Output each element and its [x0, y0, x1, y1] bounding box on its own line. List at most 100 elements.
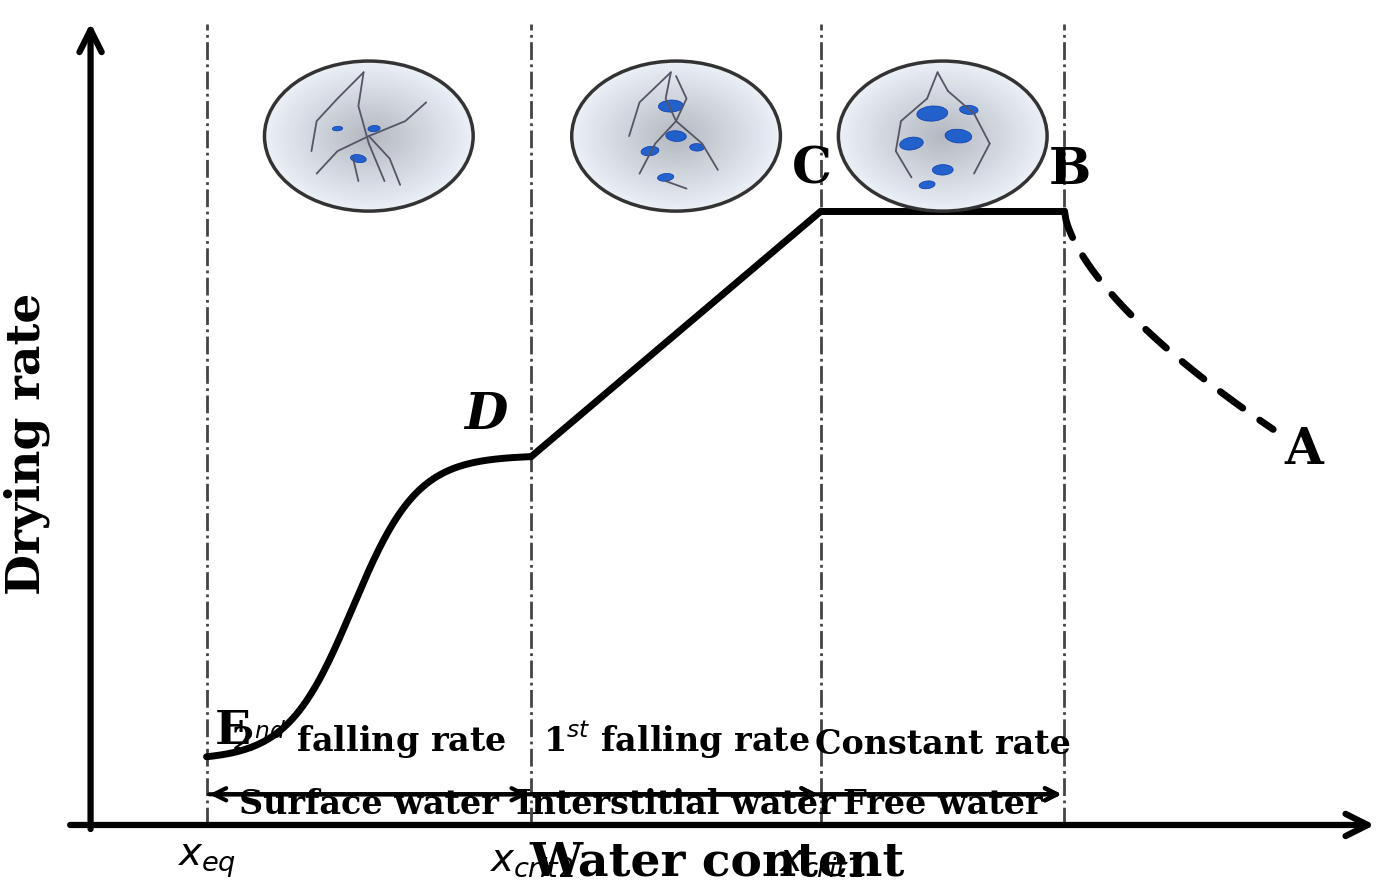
Ellipse shape — [275, 69, 462, 204]
Ellipse shape — [596, 79, 757, 194]
Ellipse shape — [350, 155, 366, 163]
Text: 2$^{nd}$ falling rate: 2$^{nd}$ falling rate — [232, 718, 507, 760]
Ellipse shape — [369, 125, 380, 132]
Ellipse shape — [345, 119, 394, 154]
Ellipse shape — [310, 94, 429, 179]
Ellipse shape — [863, 79, 1023, 194]
Ellipse shape — [879, 91, 1005, 182]
Ellipse shape — [842, 64, 1044, 209]
Text: B: B — [1050, 145, 1092, 194]
Ellipse shape — [641, 147, 659, 156]
Ellipse shape — [289, 79, 448, 194]
Ellipse shape — [662, 126, 690, 146]
Ellipse shape — [572, 62, 780, 211]
Text: Interstitial water: Interstitial water — [517, 788, 836, 821]
Ellipse shape — [585, 72, 766, 202]
Ellipse shape — [645, 114, 708, 159]
Ellipse shape — [884, 94, 1002, 179]
Ellipse shape — [634, 107, 718, 167]
Ellipse shape — [334, 111, 403, 161]
Ellipse shape — [669, 132, 683, 142]
Ellipse shape — [866, 82, 1019, 192]
Text: Surface water: Surface water — [239, 788, 498, 821]
Text: Constant rate: Constant rate — [815, 728, 1071, 760]
Ellipse shape — [341, 116, 396, 157]
Ellipse shape — [905, 109, 981, 164]
Ellipse shape — [652, 119, 701, 154]
Ellipse shape — [690, 144, 704, 151]
Ellipse shape — [666, 129, 687, 144]
Text: A: A — [1284, 426, 1323, 475]
Text: E: E — [215, 708, 251, 754]
Ellipse shape — [899, 137, 923, 151]
Ellipse shape — [306, 91, 431, 182]
Ellipse shape — [620, 97, 732, 177]
Ellipse shape — [853, 72, 1033, 202]
Ellipse shape — [945, 130, 972, 143]
Ellipse shape — [940, 134, 946, 139]
Text: C: C — [792, 145, 832, 194]
Ellipse shape — [673, 134, 680, 139]
Ellipse shape — [846, 66, 1040, 206]
Ellipse shape — [898, 104, 988, 169]
Ellipse shape — [912, 114, 974, 159]
Ellipse shape — [359, 129, 380, 144]
Ellipse shape — [589, 74, 764, 199]
Ellipse shape — [638, 109, 715, 164]
Text: D: D — [465, 391, 508, 440]
Ellipse shape — [303, 89, 436, 184]
Ellipse shape — [877, 89, 1009, 184]
Ellipse shape — [582, 69, 771, 204]
Ellipse shape — [338, 114, 401, 159]
Ellipse shape — [859, 76, 1026, 196]
Ellipse shape — [331, 109, 408, 164]
Ellipse shape — [610, 89, 743, 184]
Ellipse shape — [362, 132, 376, 142]
Ellipse shape — [355, 126, 383, 146]
Ellipse shape — [856, 74, 1030, 199]
Ellipse shape — [655, 122, 697, 151]
Text: $x_{crit1}$: $x_{crit1}$ — [779, 842, 864, 879]
Ellipse shape — [320, 101, 417, 171]
Ellipse shape — [575, 64, 778, 209]
Ellipse shape — [914, 116, 970, 157]
Ellipse shape — [617, 94, 736, 179]
Ellipse shape — [641, 111, 711, 161]
Ellipse shape — [917, 107, 948, 122]
Ellipse shape — [299, 87, 438, 186]
Text: $x_{crit2}$: $x_{crit2}$ — [489, 842, 574, 879]
Ellipse shape — [366, 134, 373, 139]
Text: $x_{eq}$: $x_{eq}$ — [177, 842, 236, 880]
Ellipse shape — [332, 126, 342, 131]
Ellipse shape — [352, 124, 387, 149]
Ellipse shape — [886, 97, 998, 177]
Ellipse shape — [606, 87, 745, 186]
Ellipse shape — [282, 74, 455, 199]
Ellipse shape — [348, 122, 389, 151]
Ellipse shape — [627, 101, 725, 171]
Ellipse shape — [926, 124, 960, 149]
Ellipse shape — [317, 99, 422, 174]
Ellipse shape — [933, 165, 953, 176]
Text: Water content: Water content — [529, 840, 905, 885]
Text: Free water: Free water — [843, 788, 1043, 821]
Ellipse shape — [296, 84, 443, 189]
Ellipse shape — [893, 101, 991, 171]
Ellipse shape — [278, 72, 459, 202]
Ellipse shape — [933, 129, 953, 144]
Ellipse shape — [659, 100, 683, 113]
Ellipse shape — [292, 82, 445, 192]
Ellipse shape — [870, 84, 1016, 189]
Text: 1$^{st}$ falling rate: 1$^{st}$ falling rate — [543, 719, 810, 760]
Ellipse shape — [849, 69, 1037, 204]
Ellipse shape — [839, 62, 1047, 211]
Ellipse shape — [271, 66, 466, 206]
Ellipse shape — [919, 119, 967, 154]
Text: Drying rate: Drying rate — [4, 292, 50, 594]
Ellipse shape — [959, 106, 979, 115]
Ellipse shape — [285, 76, 452, 196]
Ellipse shape — [907, 111, 977, 161]
Ellipse shape — [599, 82, 752, 192]
Ellipse shape — [327, 107, 410, 167]
Ellipse shape — [624, 99, 729, 174]
